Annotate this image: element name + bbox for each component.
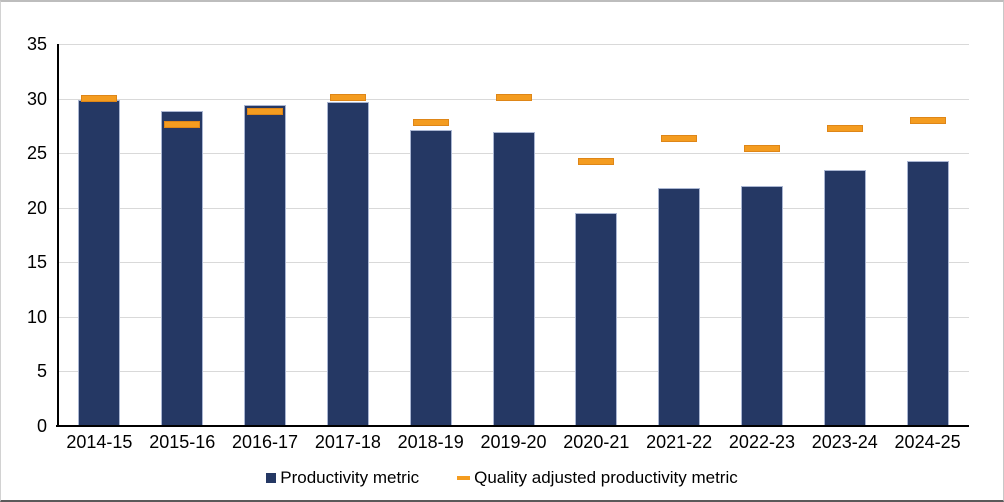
legend: Productivity metric Quality adjusted pro… (1, 468, 1003, 488)
y-tick-label-5: 5 (36, 361, 47, 382)
x-tick-label-2017-18: 2017-18 (314, 432, 381, 452)
x-tick-label-2019-20: 2019-20 (480, 432, 547, 452)
y-tick-label-10: 10 (26, 306, 47, 327)
x-tick-label-2023-24: 2023-24 (811, 432, 878, 452)
bar-2020-21 (575, 213, 618, 426)
x-tick-label-2016-17: 2016-17 (232, 432, 299, 452)
legend-item-quality-adjusted-productivity-metric: Quality adjusted productivity metric (457, 468, 738, 488)
x-tick-label-2015-16: 2015-16 (149, 432, 216, 452)
bar-2021-22 (658, 188, 701, 426)
x-tick-label-2024-25: 2024-25 (894, 432, 961, 452)
dash-series-swatch-icon (457, 476, 471, 480)
dash-2019-20 (495, 93, 532, 101)
x-tick-label-2022-23: 2022-23 (728, 432, 795, 452)
bar-2018-19 (409, 130, 452, 426)
y-tick-label-20: 20 (26, 197, 47, 218)
bar-2022-23 (740, 185, 783, 426)
x-tick-label-2021-22: 2021-22 (646, 432, 713, 452)
legend-item-productivity-metric: Productivity metric (266, 468, 419, 488)
y-tick-label-30: 30 (26, 88, 47, 109)
bar-2016-17 (244, 105, 287, 426)
dash-2016-17 (247, 108, 284, 116)
bar-2017-18 (326, 101, 369, 426)
y-tick-label-0: 0 (36, 416, 47, 436)
x-axis-line (56, 425, 969, 427)
bar-2023-24 (823, 169, 866, 426)
plot-area (58, 44, 969, 426)
dash-2022-23 (743, 145, 780, 153)
y-axis-line (57, 44, 59, 427)
bar-2024-25 (906, 160, 949, 426)
bar-2019-20 (492, 132, 535, 426)
y-tick-label-15: 15 (26, 252, 47, 273)
dash-2024-25 (909, 116, 946, 124)
dash-2021-22 (661, 135, 698, 143)
dash-2020-21 (578, 158, 615, 166)
dash-2023-24 (826, 124, 863, 132)
dash-2014-15 (81, 95, 118, 103)
bar-2015-16 (161, 110, 204, 426)
x-tick-label-2018-19: 2018-19 (397, 432, 464, 452)
x-tick-label-2020-21: 2020-21 (563, 432, 630, 452)
bar-2014-15 (78, 99, 121, 426)
y-tick-label-25: 25 (26, 143, 47, 164)
gridline-35 (58, 44, 969, 45)
dash-2018-19 (412, 119, 449, 127)
x-tick-label-2014-15: 2014-15 (66, 432, 133, 452)
legend-label: Productivity metric (280, 468, 420, 487)
dash-2015-16 (164, 121, 201, 129)
legend-label: Quality adjusted productivity metric (474, 468, 738, 487)
y-tick-label-35: 35 (26, 34, 47, 54)
bar-series-swatch-icon (266, 473, 277, 483)
dash-2017-18 (329, 93, 366, 101)
